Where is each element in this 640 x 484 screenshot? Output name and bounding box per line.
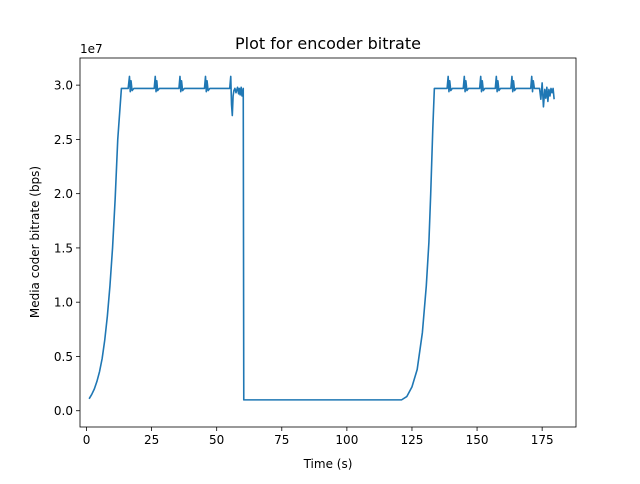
y-axis-ticks: 0.0 0.5 1.0 1.5 2.0 2.5 3.0: [54, 79, 80, 418]
y-tick-label: 2.5: [54, 133, 73, 147]
x-tick-label: 175: [531, 433, 554, 447]
x-tick-label: 50: [209, 433, 224, 447]
plot-area: [88, 75, 555, 401]
y-tick-label: 2.0: [54, 187, 73, 201]
y-tick-label: 1.0: [54, 296, 73, 310]
x-tick-label: 150: [466, 433, 489, 447]
x-tick-label: 25: [144, 433, 159, 447]
x-axis-ticks: 0 25 50 75 100 125 150 175: [83, 427, 554, 447]
series-line: [88, 75, 555, 401]
y-tick-label: 0.5: [54, 350, 73, 364]
x-tick-label: 125: [401, 433, 424, 447]
y-tick-label: 0.0: [54, 404, 73, 418]
x-tick-label: 100: [335, 433, 358, 447]
x-tick-label: 75: [274, 433, 289, 447]
y-tick-label: 3.0: [54, 79, 73, 93]
x-tick-label: 0: [83, 433, 91, 447]
y-tick-label: 1.5: [54, 241, 73, 255]
x-axis-label: Time (s): [303, 457, 353, 471]
y-offset-label: 1e7: [80, 42, 103, 56]
axes-frame: [79, 57, 577, 428]
y-axis-label: Media coder bitrate (bps): [28, 166, 42, 318]
chart-title: Plot for encoder bitrate: [235, 34, 421, 53]
